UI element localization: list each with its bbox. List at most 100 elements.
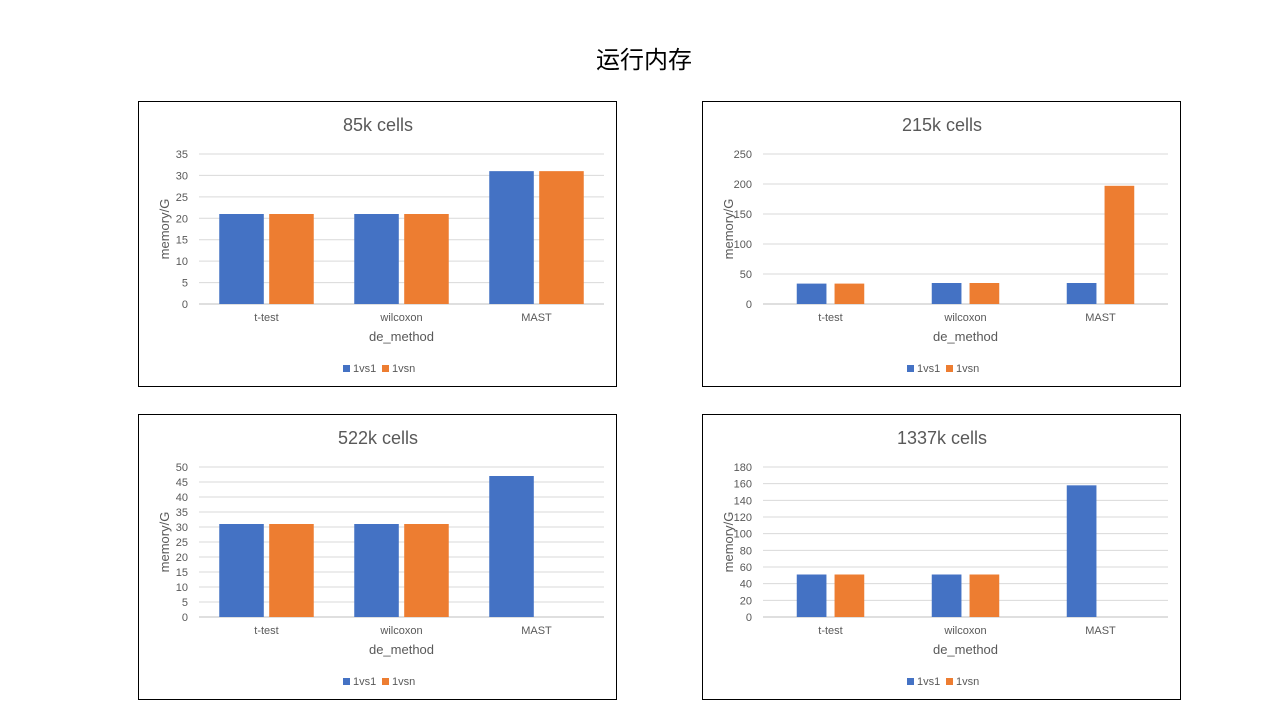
y-tick-label: 0 xyxy=(746,612,752,624)
x-axis-title: de_method xyxy=(369,642,434,657)
x-axis-title: de_method xyxy=(369,329,434,344)
legend-label-1vs1: 1vs1 xyxy=(917,363,940,375)
legend-label-1vsn: 1vsn xyxy=(392,363,415,375)
y-axis-title: memory/G xyxy=(721,512,736,573)
chart-title: 85k cells xyxy=(343,115,413,135)
legend-label-1vs1: 1vs1 xyxy=(917,676,940,688)
bar-1vs1-wilcoxon xyxy=(354,214,399,304)
bar-1vs1-wilcoxon xyxy=(354,524,399,617)
chart-522k-svg: 522k cells 0 5 10 15 20 25 30 35 40 45 50 t-test wilc… xyxy=(157,428,604,688)
bar-1vsn-t-test xyxy=(834,574,865,617)
x-tick-label: t-test xyxy=(818,312,842,324)
y-tick-label: 0 xyxy=(182,299,188,311)
y-tick-label: 0 xyxy=(182,612,188,624)
legend-label-1vsn: 1vsn xyxy=(392,676,415,688)
y-tick-label: 30 xyxy=(176,522,188,534)
y-tick-label: 60 xyxy=(740,562,752,574)
y-tick-label: 200 xyxy=(734,179,752,191)
bar-1vs1-MAST xyxy=(1066,485,1097,617)
y-tick-label: 30 xyxy=(176,170,188,182)
y-tick-label: 15 xyxy=(176,235,188,247)
bar-1vsn-t-test xyxy=(834,283,865,304)
x-tick-label: wilcoxon xyxy=(379,312,422,324)
x-tick-label: MAST xyxy=(1085,312,1116,324)
x-tick-label: t-test xyxy=(254,312,278,324)
y-tick-label: 35 xyxy=(176,149,188,161)
legend-label-1vs1: 1vs1 xyxy=(353,676,376,688)
bar-1vs1-t-test xyxy=(796,574,827,617)
y-tick-label: 50 xyxy=(740,269,752,281)
bar-1vsn-t-test xyxy=(269,524,314,617)
bar-1vsn-MAST xyxy=(1104,185,1135,304)
bar-1vs1-t-test xyxy=(796,283,827,304)
y-axis-title: memory/G xyxy=(157,512,172,573)
legend-swatch-1vs1 xyxy=(907,365,914,372)
bar-1vs1-wilcoxon xyxy=(931,574,962,617)
x-tick-label: wilcoxon xyxy=(379,625,422,637)
y-tick-label: 15 xyxy=(176,567,188,579)
chart-85k-svg: 85k cells 0 5 10 15 20 25 30 35 t-test wilcoxon MAS… xyxy=(157,115,604,375)
y-tick-label: 20 xyxy=(740,595,752,607)
chart-522k: 522k cells 0 5 10 15 20 25 30 35 40 45 50 t-test wilc… xyxy=(138,414,617,700)
y-tick-label: 50 xyxy=(176,462,188,474)
chart-title: 1337k cells xyxy=(897,428,987,448)
y-tick-label: 45 xyxy=(176,477,188,489)
y-tick-label: 20 xyxy=(176,213,188,225)
y-tick-label: 180 xyxy=(734,462,752,474)
y-tick-label: 40 xyxy=(740,579,752,591)
legend-swatch-1vsn xyxy=(946,678,953,685)
y-tick-label: 100 xyxy=(734,529,752,541)
x-tick-label: MAST xyxy=(1085,625,1116,637)
bar-1vsn-wilcoxon xyxy=(404,214,449,304)
x-tick-label: t-test xyxy=(254,625,278,637)
legend-label-1vs1: 1vs1 xyxy=(353,363,376,375)
chart-1337k-svg: 1337k cells 0 20 40 60 80 100 120 140 160 180 t-tes… xyxy=(721,428,1168,688)
y-tick-label: 10 xyxy=(176,256,188,268)
legend-swatch-1vs1 xyxy=(343,365,350,372)
chart-215k: 215k cells 0 50 100 150 200 250 t-test wilcoxon M… xyxy=(702,101,1181,387)
legend-swatch-1vsn xyxy=(382,365,389,372)
y-tick-label: 20 xyxy=(176,552,188,564)
x-tick-label: wilcoxon xyxy=(943,312,986,324)
chart-215k-svg: 215k cells 0 50 100 150 200 250 t-test wilcoxon M… xyxy=(721,115,1168,375)
bar-1vs1-t-test xyxy=(219,214,264,304)
bar-1vsn-wilcoxon xyxy=(404,524,449,617)
bar-1vs1-wilcoxon xyxy=(931,283,962,304)
bar-1vs1-MAST xyxy=(489,171,534,304)
bar-1vsn-wilcoxon xyxy=(969,574,1000,617)
bar-1vs1-MAST xyxy=(489,476,534,617)
y-tick-label: 25 xyxy=(176,192,188,204)
x-tick-label: MAST xyxy=(521,312,552,324)
y-axis-title: memory/G xyxy=(157,199,172,260)
legend-swatch-1vsn xyxy=(946,365,953,372)
page-title: 运行内存 xyxy=(596,46,692,74)
y-tick-label: 100 xyxy=(734,239,752,251)
y-tick-label: 5 xyxy=(182,278,188,290)
y-tick-label: 150 xyxy=(734,209,752,221)
y-tick-label: 40 xyxy=(176,492,188,504)
y-axis-title: memory/G xyxy=(721,199,736,260)
bar-1vs1-t-test xyxy=(219,524,264,617)
y-tick-label: 120 xyxy=(734,512,752,524)
legend-swatch-1vs1 xyxy=(907,678,914,685)
x-tick-label: MAST xyxy=(521,625,552,637)
bar-1vsn-t-test xyxy=(269,214,314,304)
y-tick-label: 0 xyxy=(746,299,752,311)
x-axis-title: de_method xyxy=(933,642,998,657)
legend-label-1vsn: 1vsn xyxy=(956,363,979,375)
y-tick-label: 35 xyxy=(176,507,188,519)
y-tick-label: 140 xyxy=(734,495,752,507)
chart-title: 522k cells xyxy=(338,428,418,448)
chart-85k: 85k cells 0 5 10 15 20 25 30 35 t-test wilcoxon MAS… xyxy=(138,101,617,387)
y-tick-label: 160 xyxy=(734,479,752,491)
y-tick-label: 25 xyxy=(176,537,188,549)
legend-swatch-1vs1 xyxy=(343,678,350,685)
bar-1vs1-MAST xyxy=(1066,283,1097,304)
chart-1337k: 1337k cells 0 20 40 60 80 100 120 140 160 180 t-tes… xyxy=(702,414,1181,700)
x-axis-title: de_method xyxy=(933,329,998,344)
legend-label-1vsn: 1vsn xyxy=(956,676,979,688)
x-tick-label: t-test xyxy=(818,625,842,637)
y-tick-label: 80 xyxy=(740,545,752,557)
y-tick-label: 250 xyxy=(734,149,752,161)
y-tick-label: 5 xyxy=(182,597,188,609)
